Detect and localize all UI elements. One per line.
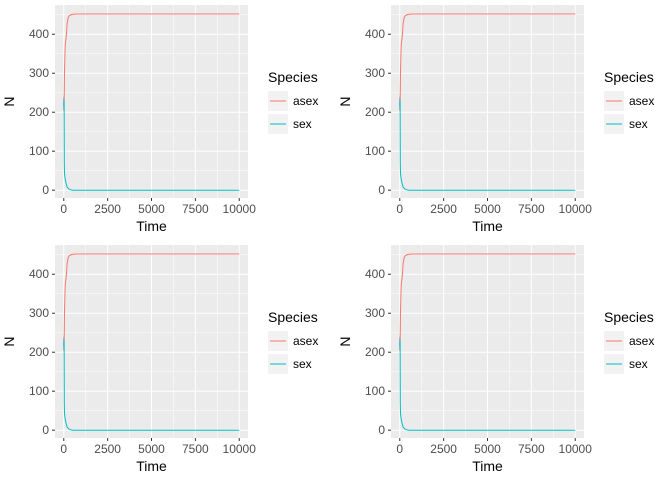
chart-4-x-axis-title: Time bbox=[472, 458, 503, 474]
chart-4-legend-label-asex: asex bbox=[629, 334, 654, 348]
chart-2-y-tick-label: 100 bbox=[365, 144, 385, 158]
chart-3-x-tick-label: 10000 bbox=[223, 442, 257, 456]
chart-1-x-tick-label: 10000 bbox=[223, 202, 257, 216]
chart-1-y-axis-title: N bbox=[1, 96, 17, 106]
chart-4-y-tick-label: 0 bbox=[378, 423, 385, 437]
chart-1-y-tick-label: 300 bbox=[29, 66, 49, 80]
chart-1-x-tick-label: 0 bbox=[60, 202, 67, 216]
chart-4-legend-label-sex: sex bbox=[629, 357, 648, 371]
chart-2-y-tick-label: 200 bbox=[365, 105, 385, 119]
chart-1-y-tick-label: 400 bbox=[29, 27, 49, 41]
chart-1-legend-title: Species bbox=[268, 69, 318, 85]
chart-2-x-tick-label: 7500 bbox=[518, 202, 545, 216]
chart-4-x-tick-label: 5000 bbox=[474, 442, 501, 456]
chart-2-y-tick-label: 300 bbox=[365, 66, 385, 80]
chart-2-y-axis-title: N bbox=[337, 96, 353, 106]
chart-panel-3: 0 2500 5000 7500 10000 0 100 200 300 400 Time N Spec… bbox=[0, 240, 336, 480]
chart-4-y-axis-title: N bbox=[337, 336, 353, 346]
chart-3-y-tick-label: 100 bbox=[29, 384, 49, 398]
chart-1-series-sex bbox=[63, 98, 240, 191]
chart-2-series-asex bbox=[399, 13, 576, 111]
chart-2-legend-label-sex: sex bbox=[629, 117, 648, 131]
chart-panel-2: 0 2500 5000 7500 10000 0 100 200 300 400 Time N Spec… bbox=[336, 0, 672, 240]
chart-3-legend-title: Species bbox=[268, 309, 318, 325]
chart-2-x-tick-label: 0 bbox=[396, 202, 403, 216]
chart-2-x-tick-label: 10000 bbox=[559, 202, 593, 216]
chart-3-svg: 0 2500 5000 7500 10000 0 100 200 300 400 Time N Spec… bbox=[1, 245, 318, 474]
chart-3-x-tick-label: 7500 bbox=[182, 442, 209, 456]
chart-3-x-tick-label: 2500 bbox=[94, 442, 121, 456]
chart-1-svg: 0 2500 5000 7500 10000 0 100 200 300 400 Time N Spec… bbox=[1, 5, 318, 234]
chart-3-series-sex bbox=[63, 338, 240, 431]
chart-3-y-tick-label: 400 bbox=[29, 267, 49, 281]
chart-4-series-asex bbox=[399, 253, 576, 351]
chart-3-legend-label-sex: sex bbox=[293, 357, 312, 371]
chart-4-y-tick-label: 300 bbox=[365, 306, 385, 320]
chart-panel-1: 0 2500 5000 7500 10000 0 100 200 300 400 Time N Spec… bbox=[0, 0, 336, 240]
chart-1-y-tick-label: 200 bbox=[29, 105, 49, 119]
chart-3-y-axis-title: N bbox=[1, 336, 17, 346]
chart-4-x-tick-label: 0 bbox=[396, 442, 403, 456]
chart-1-legend-label-asex: asex bbox=[293, 94, 318, 108]
chart-4-svg: 0 2500 5000 7500 10000 0 100 200 300 400 Time N Spec… bbox=[337, 245, 654, 474]
chart-3-x-tick-label: 0 bbox=[60, 442, 67, 456]
chart-panel-4: 0 2500 5000 7500 10000 0 100 200 300 400 Time N Spec… bbox=[336, 240, 672, 480]
chart-3-x-tick-label: 5000 bbox=[138, 442, 165, 456]
chart-1-x-tick-label: 7500 bbox=[182, 202, 209, 216]
chart-1-y-tick-label: 100 bbox=[29, 144, 49, 158]
chart-3-x-axis-title: Time bbox=[136, 458, 167, 474]
chart-4-series-sex bbox=[399, 338, 576, 431]
chart-1-legend-label-sex: sex bbox=[293, 117, 312, 131]
chart-1-x-tick-label: 2500 bbox=[94, 202, 121, 216]
chart-4-y-tick-label: 400 bbox=[365, 267, 385, 281]
chart-2-x-tick-label: 2500 bbox=[430, 202, 457, 216]
chart-1-y-tick-label: 0 bbox=[42, 183, 49, 197]
chart-3-series-asex bbox=[63, 253, 240, 351]
chart-1-x-axis-title: Time bbox=[136, 218, 167, 234]
chart-2-legend-label-asex: asex bbox=[629, 94, 654, 108]
chart-2-legend-title: Species bbox=[604, 69, 654, 85]
chart-4-x-tick-label: 10000 bbox=[559, 442, 593, 456]
chart-4-y-tick-label: 100 bbox=[365, 384, 385, 398]
chart-2-series-sex bbox=[399, 98, 576, 191]
chart-2-x-axis-title: Time bbox=[472, 218, 503, 234]
chart-4-legend-title: Species bbox=[604, 309, 654, 325]
chart-2-x-tick-label: 5000 bbox=[474, 202, 501, 216]
chart-4-x-tick-label: 2500 bbox=[430, 442, 457, 456]
chart-4-y-tick-label: 200 bbox=[365, 345, 385, 359]
chart-2-y-tick-label: 0 bbox=[378, 183, 385, 197]
chart-3-legend-label-asex: asex bbox=[293, 334, 318, 348]
chart-2-y-tick-label: 400 bbox=[365, 27, 385, 41]
chart-4-x-tick-label: 7500 bbox=[518, 442, 545, 456]
chart-3-y-tick-label: 300 bbox=[29, 306, 49, 320]
chart-1-series-asex bbox=[63, 13, 240, 111]
chart-1-x-tick-label: 5000 bbox=[138, 202, 165, 216]
chart-3-y-tick-label: 200 bbox=[29, 345, 49, 359]
chart-2-svg: 0 2500 5000 7500 10000 0 100 200 300 400 Time N Spec… bbox=[337, 5, 654, 234]
chart-3-y-tick-label: 0 bbox=[42, 423, 49, 437]
